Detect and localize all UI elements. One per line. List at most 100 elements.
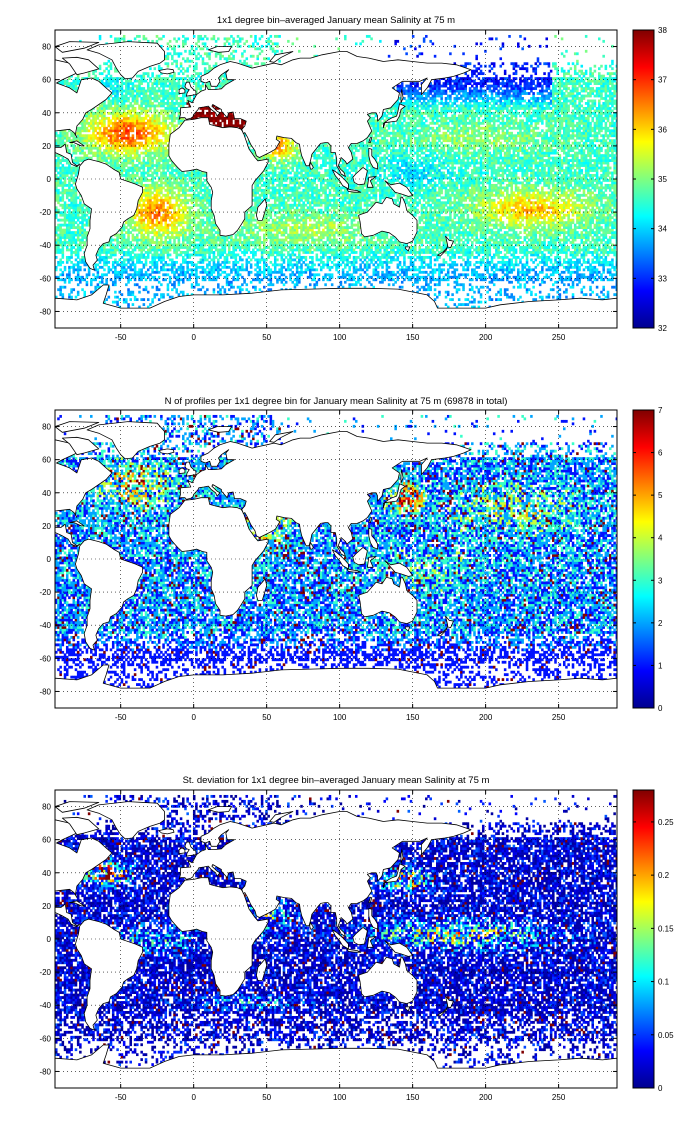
heatmap-cell bbox=[243, 238, 246, 242]
heatmap-cell bbox=[567, 275, 570, 279]
heatmap-cell bbox=[477, 223, 481, 227]
heatmap-cell bbox=[578, 221, 581, 225]
heatmap-cell bbox=[129, 221, 132, 225]
heatmap-cell bbox=[328, 265, 332, 269]
heatmap-cell bbox=[107, 295, 111, 299]
heatmap-cell bbox=[96, 275, 100, 279]
heatmap-cell bbox=[171, 243, 174, 247]
heatmap-cell bbox=[142, 228, 146, 232]
heatmap-cell bbox=[146, 233, 150, 237]
heatmap-cell bbox=[578, 265, 581, 269]
heatmap-cell bbox=[291, 216, 295, 220]
heatmap-cell bbox=[525, 251, 529, 254]
heatmap-cell bbox=[451, 226, 454, 230]
heatmap-cell bbox=[192, 263, 196, 267]
heatmap-cell bbox=[306, 213, 310, 217]
heatmap-cell bbox=[429, 238, 432, 242]
heatmap-cell bbox=[201, 275, 205, 279]
heatmap-cell bbox=[427, 211, 430, 215]
heatmap-cell bbox=[133, 221, 137, 225]
heatmap-cell bbox=[606, 231, 610, 234]
heatmap-cell bbox=[295, 231, 299, 234]
heatmap-cell bbox=[131, 228, 135, 232]
heatmap-cell bbox=[523, 251, 527, 254]
heatmap-cell bbox=[446, 221, 450, 225]
heatmap-cell bbox=[212, 278, 216, 282]
heatmap-cell bbox=[177, 280, 181, 284]
heatmap-cell bbox=[512, 241, 516, 244]
heatmap-cell bbox=[420, 226, 424, 230]
heatmap-cell bbox=[227, 283, 231, 287]
heatmap-cell bbox=[558, 293, 562, 297]
heatmap-cell bbox=[613, 246, 616, 249]
heatmap-cell bbox=[252, 285, 255, 289]
heatmap-cell bbox=[273, 260, 277, 264]
heatmap-cell bbox=[153, 223, 157, 227]
heatmap-cell bbox=[298, 251, 301, 254]
heatmap-cell bbox=[311, 258, 314, 262]
heatmap-cell bbox=[390, 246, 393, 249]
heatmap-cell bbox=[414, 211, 417, 215]
heatmap-cell bbox=[595, 258, 599, 262]
heatmap-cell bbox=[140, 243, 143, 247]
heatmap-cell bbox=[57, 228, 60, 232]
heatmap-cell bbox=[140, 216, 143, 220]
heatmap-cell bbox=[420, 216, 424, 220]
heatmap-cell bbox=[556, 263, 559, 267]
heatmap-cell bbox=[591, 218, 594, 222]
heatmap-cell bbox=[263, 251, 266, 254]
heatmap-cell bbox=[298, 258, 301, 262]
heatmap-cell bbox=[144, 208, 148, 212]
heatmap-cell bbox=[457, 228, 461, 232]
heatmap-cell bbox=[525, 241, 529, 244]
heatmap-cell bbox=[260, 223, 264, 227]
heatmap-cell bbox=[477, 248, 481, 252]
heatmap-cell bbox=[422, 211, 426, 215]
heatmap-cell bbox=[545, 258, 549, 262]
heatmap-cell bbox=[604, 231, 608, 234]
heatmap-cell bbox=[324, 231, 327, 234]
heatmap-cell bbox=[160, 268, 163, 272]
heatmap-cell bbox=[157, 248, 161, 252]
heatmap-cell bbox=[258, 246, 262, 249]
heatmap-cell bbox=[85, 218, 89, 222]
heatmap-cell bbox=[449, 216, 452, 220]
heatmap-cell bbox=[72, 211, 76, 215]
heatmap-cell bbox=[363, 238, 367, 242]
heatmap-cell bbox=[471, 228, 474, 232]
heatmap-cell bbox=[429, 251, 432, 254]
heatmap-cell bbox=[339, 263, 343, 267]
heatmap-cell bbox=[468, 300, 472, 304]
heatmap-cell bbox=[263, 218, 266, 222]
heatmap-cell bbox=[282, 228, 286, 232]
heatmap-cell bbox=[326, 216, 330, 220]
heatmap-cell bbox=[267, 246, 270, 249]
heatmap-cell bbox=[199, 236, 203, 239]
heatmap-cell bbox=[295, 238, 299, 242]
heatmap-cell bbox=[315, 231, 319, 234]
heatmap-cell bbox=[547, 295, 551, 299]
heatmap-cell bbox=[527, 238, 531, 242]
heatmap-cell bbox=[398, 243, 402, 247]
heatmap-cell bbox=[271, 241, 275, 244]
heatmap-cell bbox=[497, 246, 500, 249]
heatmap-cell bbox=[339, 233, 343, 237]
heatmap-cell bbox=[479, 293, 483, 297]
heatmap-cell bbox=[184, 216, 187, 220]
heatmap-cell bbox=[313, 223, 316, 227]
heatmap-cell bbox=[438, 218, 441, 222]
heatmap-cell bbox=[499, 241, 503, 244]
heatmap-cell bbox=[317, 273, 321, 277]
heatmap-cell bbox=[569, 273, 573, 277]
heatmap-cell bbox=[125, 221, 128, 225]
heatmap-cell bbox=[83, 293, 86, 297]
heatmap-cell bbox=[293, 228, 297, 232]
heatmap-cell bbox=[589, 228, 592, 232]
heatmap-cell bbox=[217, 268, 220, 272]
heatmap-cell bbox=[236, 246, 240, 249]
heatmap-cell bbox=[587, 278, 590, 282]
heatmap-cell bbox=[385, 260, 389, 264]
heatmap-cell bbox=[492, 265, 496, 269]
heatmap-cell bbox=[151, 236, 154, 239]
heatmap-cell bbox=[506, 251, 509, 254]
